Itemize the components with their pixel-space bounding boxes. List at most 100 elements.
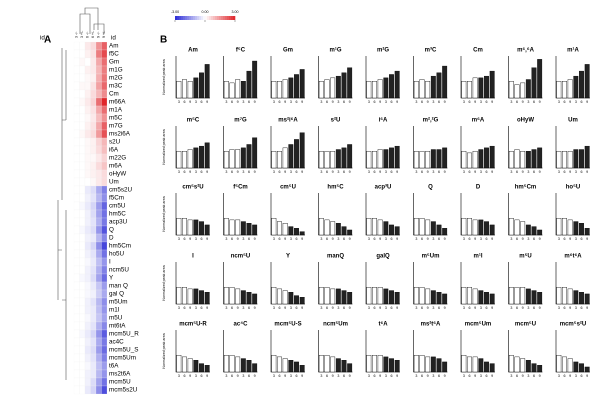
chart-title: acp³U xyxy=(375,184,392,191)
heatmap-cell xyxy=(84,193,91,203)
heatmap-cell xyxy=(101,105,108,115)
x-tick-label: 3 xyxy=(178,374,180,378)
x-tick-label: 6 xyxy=(486,374,488,378)
x-tick-label: 3 xyxy=(195,237,197,241)
heatmap-cell xyxy=(79,217,86,227)
bar xyxy=(229,287,235,305)
x-tick-label: 9 xyxy=(569,306,571,310)
heatmap-cell xyxy=(73,225,80,235)
row-label: f5C xyxy=(109,51,119,58)
chart-title: Gm xyxy=(283,48,293,54)
axis xyxy=(175,262,210,305)
x-tick-label: 6 xyxy=(438,170,440,174)
row-label: m6A xyxy=(109,163,123,170)
x-tick-label: 9 xyxy=(284,170,286,174)
colorbar-segment xyxy=(203,16,206,20)
x-tick-label: 3 xyxy=(178,100,180,104)
row-label: m22G xyxy=(109,155,126,162)
x-tick-label: 9 xyxy=(284,306,286,310)
chart-title: I xyxy=(192,254,194,260)
bar xyxy=(246,144,252,169)
bar xyxy=(556,217,562,236)
heatmap-cell xyxy=(101,113,108,123)
chart-title: mcm⁵U-R xyxy=(179,322,207,328)
bar xyxy=(525,224,531,236)
bar xyxy=(193,147,199,169)
x-tick-label: 3 xyxy=(575,306,577,310)
x-tick-label: 6 xyxy=(391,374,393,378)
chart-title: i⁶A xyxy=(379,118,388,124)
heatmap-cell xyxy=(101,201,108,211)
x-tick-label: 9 xyxy=(189,100,191,104)
bar xyxy=(430,75,436,99)
chart-title: mcm⁵Um xyxy=(465,322,492,328)
x-tick-label: 6 xyxy=(248,170,250,174)
axis xyxy=(365,126,400,169)
heatmap-cell xyxy=(79,161,86,171)
x-tick-label: 3 xyxy=(575,100,577,104)
chart-title: m³C xyxy=(425,47,437,54)
x-tick-label: 9 xyxy=(189,374,191,378)
heatmap-cell xyxy=(73,217,80,227)
x-tick-label: 3 xyxy=(242,100,244,104)
heatmap-cell xyxy=(95,49,102,59)
x-tick-label: 3 xyxy=(480,170,482,174)
chart-title: hm⁵C xyxy=(327,185,344,191)
bar xyxy=(425,356,431,373)
y-axis-label: Normalized peak area xyxy=(162,196,166,231)
heatmap-cell xyxy=(90,233,97,243)
heatmap-cell xyxy=(73,249,80,259)
bar xyxy=(176,355,182,373)
axis xyxy=(365,193,400,236)
bar xyxy=(436,292,442,305)
bar xyxy=(240,221,246,236)
bar xyxy=(223,287,229,305)
chart-title: m⁶A xyxy=(472,118,485,124)
x-tick-label: 9 xyxy=(396,100,398,104)
heatmap-cell xyxy=(73,361,80,371)
x-tick-label: 6 xyxy=(279,100,281,104)
heatmap-cell xyxy=(95,161,102,171)
chart-title: D xyxy=(476,185,481,191)
bar xyxy=(484,75,489,99)
bar xyxy=(229,355,235,373)
bar xyxy=(562,287,567,305)
heatmap-cell xyxy=(90,225,97,235)
x-tick-label: 9 xyxy=(444,306,446,310)
heatmap-cell xyxy=(90,321,97,331)
heatmap-cell xyxy=(101,313,108,323)
x-tick-label: 3 xyxy=(432,100,434,104)
bar xyxy=(436,149,442,169)
x-tick-label: 3 xyxy=(415,306,417,310)
x-tick-label: 9 xyxy=(254,237,256,241)
bar xyxy=(246,360,252,373)
bar xyxy=(187,149,193,169)
bar xyxy=(204,64,210,99)
x-tick-label: 9 xyxy=(237,100,239,104)
bar xyxy=(182,217,187,236)
x-tick-label: 9 xyxy=(586,100,588,104)
heatmap-cell xyxy=(73,329,80,339)
heatmap-cell xyxy=(95,353,102,363)
x-tick-label: 3 xyxy=(510,100,512,104)
colorbar-segment xyxy=(201,16,204,20)
heatmap-cell xyxy=(84,313,91,323)
colorbar-segment xyxy=(219,16,222,20)
bar xyxy=(413,150,419,169)
row-label: f5Cm xyxy=(109,195,124,202)
heatmap-cell xyxy=(90,273,97,283)
x-tick-label: 3 xyxy=(225,306,227,310)
heatmap-cell xyxy=(84,265,91,275)
heatmap-cell xyxy=(90,265,97,275)
heatmap-cell xyxy=(101,273,108,283)
bar xyxy=(330,356,336,373)
x-tick-label: 3 xyxy=(337,306,339,310)
heatmap-cell xyxy=(79,121,86,131)
heatmap-cell xyxy=(84,273,91,283)
bar xyxy=(442,147,448,169)
row-label: acp3U xyxy=(109,219,128,226)
heatmap-cell xyxy=(84,369,91,379)
bar xyxy=(235,356,241,373)
bar xyxy=(472,288,478,305)
bar xyxy=(389,358,394,373)
